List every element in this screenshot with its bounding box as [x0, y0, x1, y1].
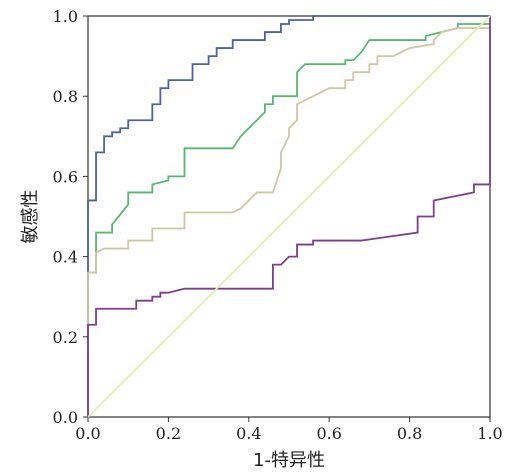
y-tick-label: 0.2 [53, 328, 78, 347]
y-tick-label: 0.0 [53, 408, 78, 427]
x-tick-label: 0.4 [236, 424, 261, 443]
reference-diagonal-line [87, 15, 491, 418]
x-tick-label: 0.2 [156, 424, 181, 443]
x-tick-label: 0.6 [316, 424, 341, 443]
roc-curve-3 [87, 27, 490, 417]
x-tick-label: 1.0 [477, 424, 502, 443]
x-axis-title: 1-特异性 [253, 450, 325, 471]
y-tick-label: 0.6 [53, 167, 78, 186]
roc-curve-4 [87, 16, 491, 417]
y-tick-label: 0.4 [53, 248, 78, 267]
y-axis-title: 敏感性 [20, 190, 41, 244]
y-tick-label: 1.0 [53, 7, 78, 26]
roc-curve-2 [87, 23, 490, 417]
x-tick-label: 0.0 [75, 424, 100, 443]
roc-curve-1 [87, 15, 490, 417]
y-tick-label: 0.8 [53, 87, 78, 106]
x-tick-label: 0.8 [397, 424, 422, 443]
